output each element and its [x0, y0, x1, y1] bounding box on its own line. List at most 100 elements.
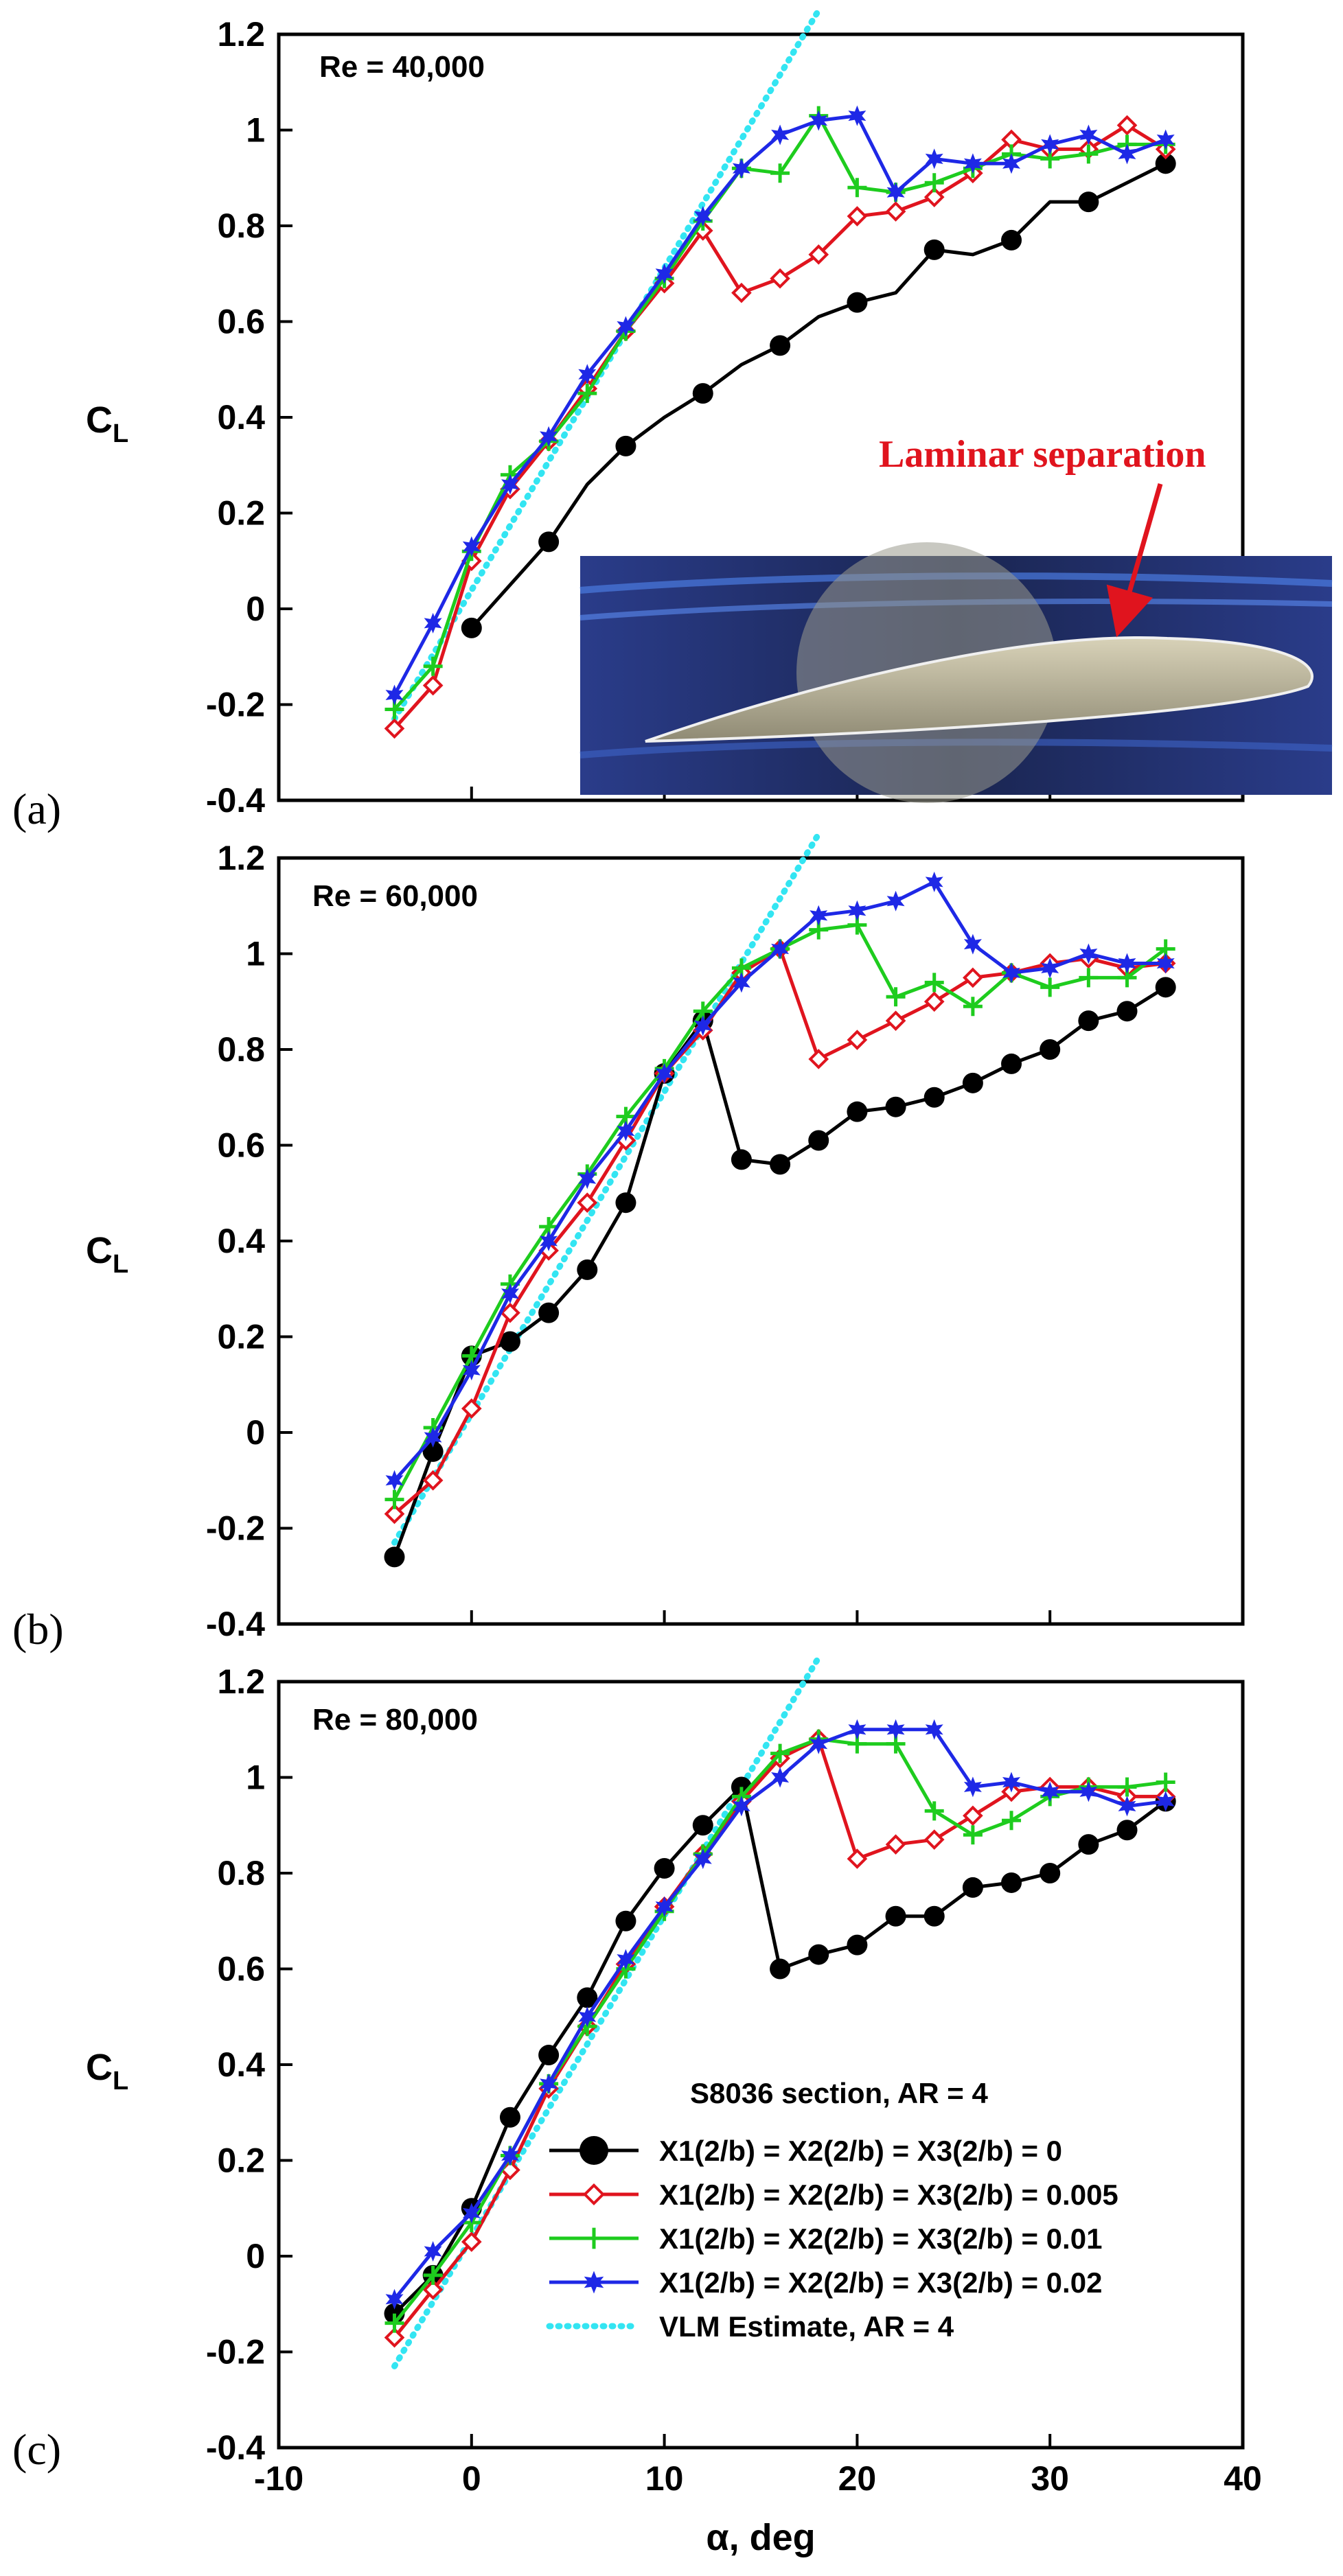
data-point [770, 1154, 791, 1175]
smoke-photo-inset [579, 542, 1333, 803]
legend-entry: VLM Estimate, AR = 4 [546, 2310, 954, 2343]
data-point [538, 531, 560, 553]
series-layer [384, 7, 1176, 739]
y-tick-label: 0.2 [217, 1318, 265, 1356]
y-tick-label: 0 [246, 590, 265, 628]
data-point [693, 1015, 712, 1036]
legend-label: VLM Estimate, AR = 4 [659, 2310, 954, 2343]
x-axis-ticks [277, 1610, 1244, 1624]
y-tick-label: -0.4 [206, 1605, 265, 1643]
data-point [577, 1192, 598, 1214]
data-point [1041, 958, 1059, 979]
data-point [1001, 1872, 1022, 1893]
data-point [771, 938, 790, 960]
y-axis-label-subscript: L [113, 2067, 128, 2096]
data-point [577, 384, 597, 404]
data-point [1040, 1039, 1061, 1060]
y-tick-label: 0.8 [217, 1030, 265, 1069]
data-point [925, 1719, 943, 1740]
data-point [847, 178, 867, 198]
y-tick-label: 1 [246, 935, 265, 973]
data-point [422, 675, 444, 696]
data-point [462, 1360, 481, 1381]
data-point [582, 2183, 606, 2206]
y-tick-label: -0.4 [206, 2428, 265, 2467]
data-point [1078, 1834, 1099, 1855]
data-point [963, 997, 983, 1017]
data-point [423, 2265, 443, 2285]
data-point [1155, 153, 1176, 174]
data-point [963, 1805, 983, 1826]
data-point [1117, 1777, 1137, 1797]
data-point [847, 1101, 868, 1122]
x-axis-label: α, deg [706, 2517, 815, 2558]
data-point [731, 282, 752, 303]
data-point [501, 2145, 519, 2166]
data-point [808, 244, 829, 265]
y-tick-label: 0.6 [217, 303, 265, 341]
data-series [461, 153, 1176, 638]
data-point [925, 148, 943, 170]
data-point [963, 933, 982, 955]
data-point [1079, 943, 1098, 964]
data-point [771, 1767, 790, 1788]
x-tick-label: 10 [645, 2459, 684, 2498]
data-point [1155, 977, 1176, 998]
data-point [384, 2313, 404, 2333]
panel-letter-c: (c) [12, 2425, 61, 2474]
data-point [578, 364, 597, 385]
data-point [810, 905, 828, 926]
data-series [384, 938, 1176, 1524]
data-point [1116, 1820, 1138, 1841]
data-point [923, 1905, 945, 1927]
data-point [1040, 1863, 1061, 1883]
data-point [1001, 229, 1022, 251]
data-point [732, 1796, 750, 1817]
data-point [731, 1149, 752, 1170]
data-point [384, 718, 405, 739]
data-point [615, 1910, 636, 1931]
y-tick-label: 0.6 [217, 1126, 265, 1165]
data-point [848, 1719, 866, 1740]
data-point [385, 684, 404, 706]
series-layer [384, 831, 1176, 1568]
data-point [1079, 968, 1099, 988]
y-tick-label: 0.4 [217, 398, 265, 437]
y-tick-label: 0.8 [217, 1854, 265, 1892]
data-point [615, 1192, 636, 1214]
data-point [962, 1072, 983, 1093]
data-point [423, 656, 443, 676]
data-point [886, 987, 906, 1007]
data-point [501, 1283, 519, 1304]
series-line [393, 923, 1167, 1500]
re-label: Re = 40,000 [319, 50, 485, 84]
series-layer [384, 1654, 1176, 2369]
data-point [847, 1848, 868, 1869]
x-tick-label: 30 [1031, 2459, 1069, 2498]
chart-panel-c: -0.4 -0.2 0 0.2 0.4 0.6 0.8 1 1.2 -10 0 10 20 30 40 R… [12, 1654, 1262, 2558]
data-point [1002, 962, 1020, 984]
y-tick-label: -0.2 [206, 1509, 265, 1548]
y-axis-ticks: -0.4 -0.2 0 0.2 0.4 0.6 0.8 1 1.2 [206, 15, 292, 820]
data-point [770, 163, 790, 183]
data-point [1116, 1001, 1138, 1022]
panel-letter-a: (a) [12, 785, 61, 833]
data-point [1002, 1811, 1022, 1831]
data-point [885, 201, 906, 222]
y-tick-label: 0 [246, 2237, 265, 2275]
data-point [1040, 977, 1060, 997]
data-point [384, 1489, 404, 1509]
data-point [732, 972, 750, 993]
data-point [424, 612, 442, 634]
re-label: Re = 80,000 [312, 1703, 478, 1737]
data-point [808, 1049, 829, 1069]
data-point [770, 268, 790, 289]
data-point [923, 991, 945, 1012]
data-point [963, 967, 983, 988]
data-point [579, 2136, 608, 2165]
data-series [384, 977, 1176, 1568]
y-tick-label: 1.2 [217, 839, 265, 877]
data-point [885, 1834, 906, 1855]
data-point [885, 1010, 906, 1031]
